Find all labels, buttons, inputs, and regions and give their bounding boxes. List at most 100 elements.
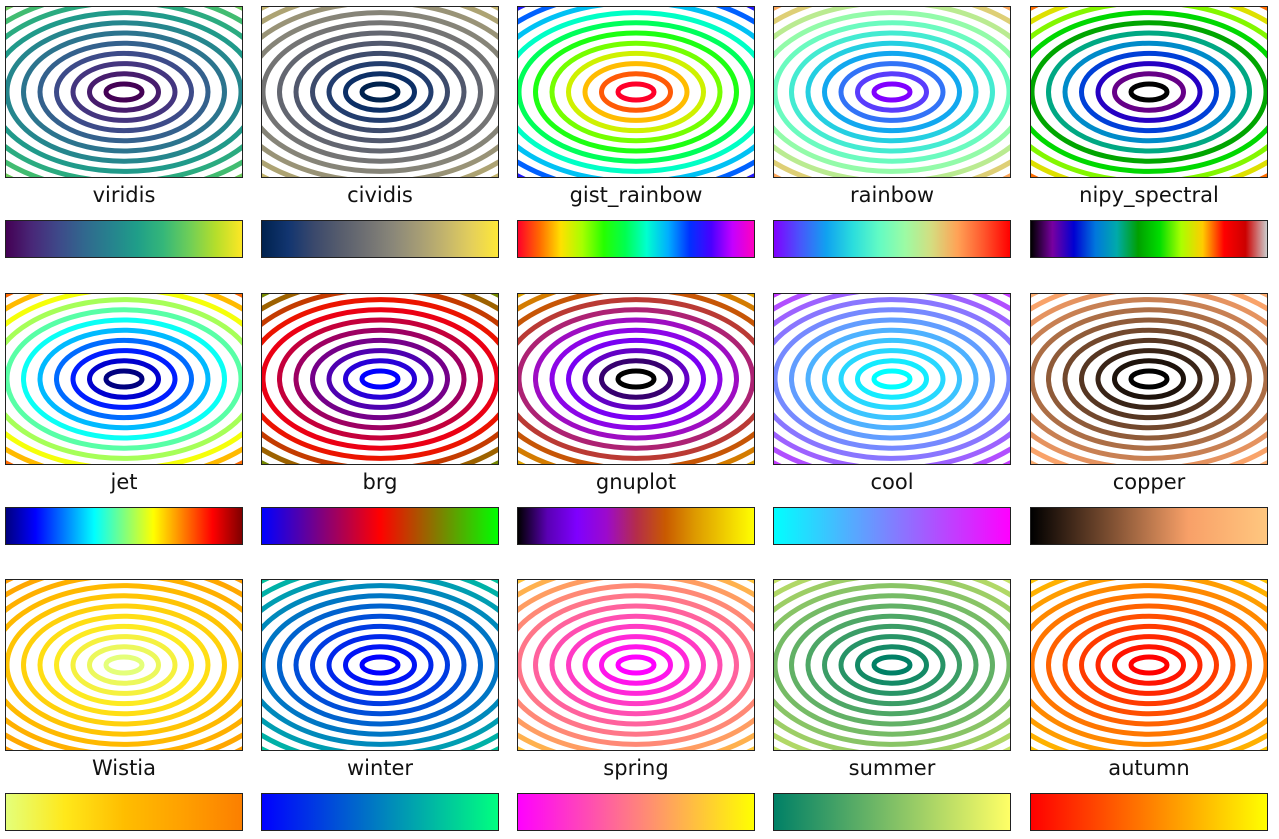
colorbar-viridis: [5, 220, 243, 258]
contour-svg: [518, 580, 754, 750]
contour-line: [599, 358, 673, 400]
colorbar-jet: [5, 507, 243, 545]
contour-line: [310, 337, 450, 421]
contour-line: [343, 644, 417, 686]
contour-svg: [1031, 294, 1267, 464]
contour-line: [1079, 623, 1219, 707]
contour-line: [838, 348, 946, 410]
contour-line: [1031, 297, 1267, 461]
contour-line: [1046, 317, 1252, 441]
contour-line: [326, 634, 434, 696]
contour-line: [1031, 593, 1267, 737]
contour-plot-autumn: [1030, 579, 1268, 751]
contour-line: [1112, 358, 1186, 400]
contour-line: [6, 307, 242, 451]
contour-line: [54, 623, 194, 707]
contour-plot-spring: [517, 579, 755, 751]
contour-svg: [262, 7, 498, 177]
contour-line: [1062, 613, 1236, 717]
contour-line: [533, 317, 739, 441]
contour-line: [359, 81, 401, 103]
contour-svg: [518, 7, 754, 177]
colormap-panel-gist_rainbow: gist_rainbow: [517, 6, 755, 266]
colormap-panel-cool: cool: [773, 293, 1011, 553]
contour-svg: [1031, 580, 1267, 750]
contour-line: [310, 623, 450, 707]
contour-line: [533, 30, 739, 154]
colormap-title: summer: [848, 756, 936, 780]
contour-line: [1079, 50, 1219, 134]
contour-line: [343, 358, 417, 400]
contour-line: [518, 307, 754, 451]
contour-svg: [6, 7, 242, 177]
colorbar-summer: [773, 793, 1011, 831]
contour-line: [310, 50, 450, 134]
contour-line: [87, 71, 161, 113]
contour-line: [21, 603, 227, 727]
contour-line: [774, 297, 1010, 461]
contour-line: [1112, 644, 1186, 686]
colorbar-gist_rainbow: [517, 220, 755, 258]
contour-line: [871, 81, 913, 103]
contour-line: [359, 368, 401, 390]
contour-line: [37, 40, 211, 144]
contour-line: [871, 654, 913, 676]
contour-line: [533, 603, 739, 727]
contour-plot-cividis: [261, 6, 499, 178]
contour-line: [789, 317, 995, 441]
contour-line: [262, 20, 498, 164]
colorbar-rainbow: [773, 220, 1011, 258]
contour-line: [21, 30, 227, 154]
contour-line: [1046, 603, 1252, 727]
contour-line: [1031, 583, 1267, 747]
contour-line: [6, 593, 242, 737]
contour-line: [293, 613, 467, 717]
contour-line: [103, 654, 145, 676]
contour-line: [277, 30, 483, 154]
contour-plot-rainbow: [773, 6, 1011, 178]
contour-line: [855, 358, 929, 400]
colormap-title: cool: [870, 470, 914, 494]
contour-line: [774, 20, 1010, 164]
contour-line: [615, 654, 657, 676]
colormap-panel-spring: spring: [517, 579, 755, 839]
colormap-panel-autumn: autumn: [1030, 579, 1268, 839]
colorbar-copper: [1030, 507, 1268, 545]
colormap-title: viridis: [92, 183, 156, 207]
contour-line: [1062, 40, 1236, 144]
contour-line: [871, 368, 913, 390]
contour-line: [103, 368, 145, 390]
contour-line: [262, 10, 498, 174]
colormap-title: rainbow: [850, 183, 934, 207]
colorbar-cool: [773, 507, 1011, 545]
contour-line: [774, 307, 1010, 451]
colormap-title: spring: [603, 756, 669, 780]
contour-line: [70, 634, 178, 696]
contour-svg: [6, 294, 242, 464]
colormap-panel-copper: copper: [1030, 293, 1268, 553]
contour-line: [1031, 307, 1267, 451]
colorbar-autumn: [1030, 793, 1268, 831]
contour-line: [838, 634, 946, 696]
colormap-panel-Wistia: Wistia: [5, 579, 243, 839]
contour-line: [822, 337, 962, 421]
contour-line: [1031, 20, 1267, 164]
contour-svg: [1031, 7, 1267, 177]
colormap-panel-jet: jet: [5, 293, 243, 553]
contour-plot-gnuplot: [517, 293, 755, 465]
contour-line: [1128, 654, 1170, 676]
contour-line: [805, 613, 979, 717]
contour-line: [518, 20, 754, 164]
contour-line: [599, 644, 673, 686]
contour-line: [1095, 348, 1203, 410]
colormap-panel-brg: brg: [261, 293, 499, 553]
contour-line: [6, 583, 242, 747]
contour-plot-nipy_spectral: [1030, 6, 1268, 178]
colormap-panel-viridis: viridis: [5, 6, 243, 266]
contour-line: [359, 654, 401, 676]
contour-line: [6, 10, 242, 174]
contour-plot-viridis: [5, 6, 243, 178]
contour-svg: [518, 294, 754, 464]
contour-line: [37, 327, 211, 431]
